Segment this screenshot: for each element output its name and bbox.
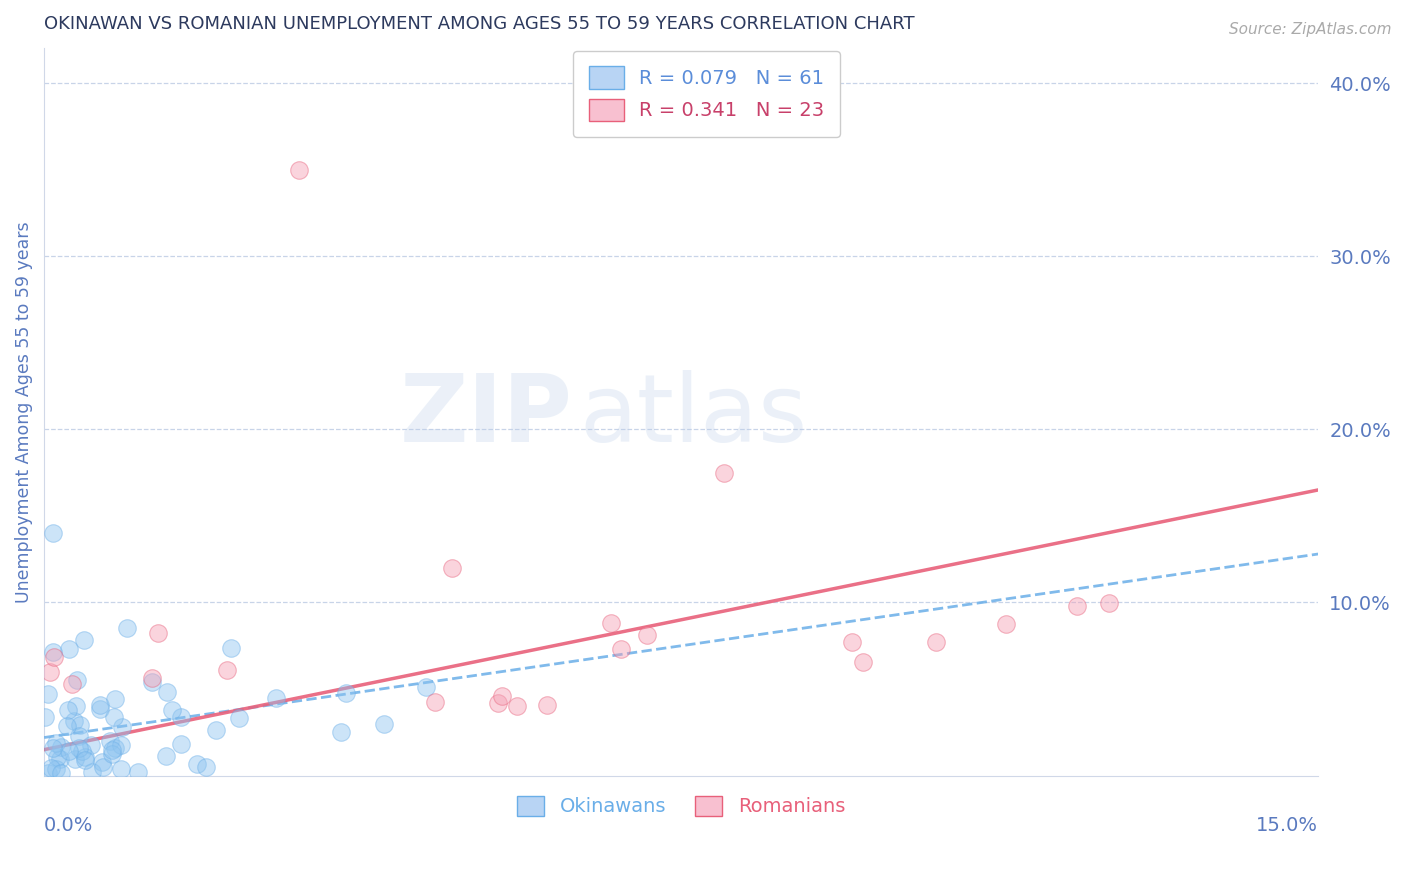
Point xyxy=(104,691,127,706)
Y-axis label: Unemployment Among Ages 55 to 59 years: Unemployment Among Ages 55 to 59 years xyxy=(15,221,32,603)
Point xyxy=(141,674,163,689)
Point xyxy=(600,616,623,631)
Point xyxy=(415,680,437,694)
Point xyxy=(51,740,73,755)
Point xyxy=(491,689,513,703)
Point xyxy=(1098,596,1121,610)
Point xyxy=(162,703,184,717)
Point xyxy=(228,711,250,725)
Point xyxy=(70,744,93,758)
Point xyxy=(41,526,63,541)
Point xyxy=(49,752,72,766)
Point xyxy=(486,696,509,710)
Point xyxy=(56,719,79,733)
Point xyxy=(56,703,79,717)
Point xyxy=(34,710,56,724)
Point xyxy=(80,739,103,753)
Point xyxy=(110,738,132,752)
Text: OKINAWAN VS ROMANIAN UNEMPLOYMENT AMONG AGES 55 TO 59 YEARS CORRELATION CHART: OKINAWAN VS ROMANIAN UNEMPLOYMENT AMONG … xyxy=(44,15,915,33)
Point xyxy=(146,626,169,640)
Point xyxy=(127,765,149,780)
Point xyxy=(925,635,948,649)
Point xyxy=(89,702,111,716)
Text: 0.0%: 0.0% xyxy=(44,815,93,835)
Text: Source: ZipAtlas.com: Source: ZipAtlas.com xyxy=(1229,22,1392,37)
Point xyxy=(73,750,96,764)
Point xyxy=(335,686,357,700)
Point xyxy=(45,736,67,750)
Point xyxy=(994,616,1017,631)
Point xyxy=(111,720,134,734)
Point xyxy=(37,687,59,701)
Point xyxy=(72,632,94,647)
Point xyxy=(58,642,80,657)
Point xyxy=(186,757,208,772)
Point xyxy=(536,698,558,712)
Point xyxy=(219,641,242,656)
Point xyxy=(104,740,127,755)
Point xyxy=(330,725,353,739)
Point xyxy=(205,723,228,738)
Point xyxy=(67,740,90,755)
Point xyxy=(69,718,91,732)
Point xyxy=(89,698,111,712)
Point xyxy=(610,641,633,656)
Point xyxy=(62,714,84,729)
Point xyxy=(141,671,163,685)
Point xyxy=(101,743,124,757)
Point xyxy=(37,766,59,780)
Text: 15.0%: 15.0% xyxy=(1256,815,1319,835)
Point xyxy=(38,665,60,679)
Point xyxy=(41,645,63,659)
Point xyxy=(288,162,311,177)
Point xyxy=(98,734,121,748)
Point xyxy=(91,755,114,769)
Point xyxy=(841,635,863,649)
Legend: Okinawans, Romanians: Okinawans, Romanians xyxy=(509,788,853,824)
Point xyxy=(440,561,463,575)
Point xyxy=(110,762,132,776)
Point xyxy=(636,628,658,642)
Point xyxy=(103,710,125,724)
Point xyxy=(63,752,86,766)
Point xyxy=(264,691,287,706)
Point xyxy=(45,762,67,776)
Point xyxy=(46,750,69,764)
Point xyxy=(373,717,395,731)
Point xyxy=(115,621,138,635)
Point xyxy=(49,765,72,780)
Point xyxy=(65,698,87,713)
Point xyxy=(713,466,735,480)
Point xyxy=(58,744,80,758)
Point xyxy=(423,695,446,709)
Point xyxy=(82,765,104,780)
Text: ZIP: ZIP xyxy=(399,369,572,462)
Point xyxy=(169,709,191,723)
Point xyxy=(215,663,238,677)
Point xyxy=(101,747,124,762)
Point xyxy=(42,650,65,665)
Point xyxy=(75,753,97,767)
Point xyxy=(41,741,63,756)
Point xyxy=(66,673,89,687)
Point xyxy=(41,760,63,774)
Point xyxy=(91,760,114,774)
Point xyxy=(155,749,177,764)
Point xyxy=(506,698,529,713)
Point xyxy=(195,760,218,774)
Text: atlas: atlas xyxy=(579,369,807,462)
Point xyxy=(67,729,90,743)
Point xyxy=(155,685,177,699)
Point xyxy=(852,656,875,670)
Point xyxy=(169,737,191,751)
Point xyxy=(1066,599,1088,613)
Point xyxy=(60,677,83,691)
